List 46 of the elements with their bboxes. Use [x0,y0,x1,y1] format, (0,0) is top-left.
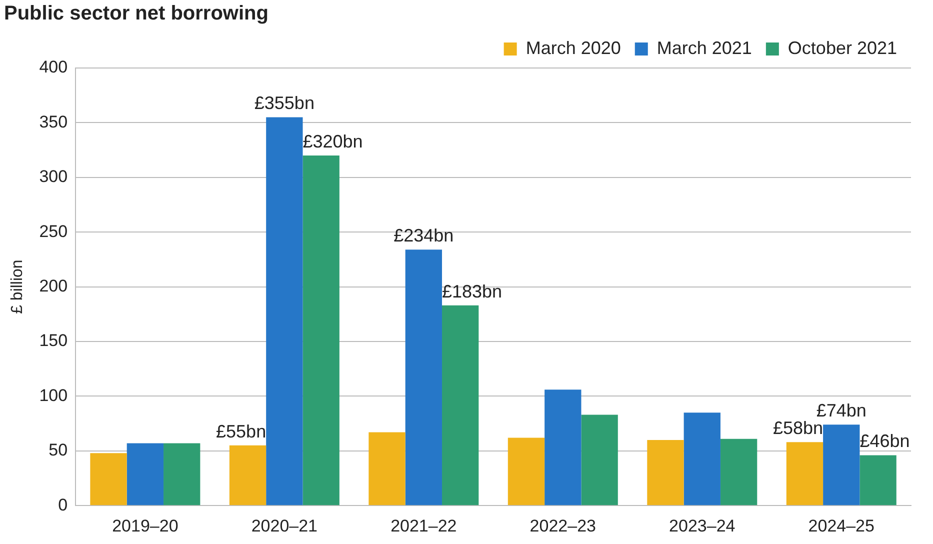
bar [442,305,479,506]
legend-label: October 2021 [788,38,898,58]
data-label: £74bn [816,400,866,421]
y-tick-label: 0 [58,495,68,514]
data-label: £234bn [394,226,454,246]
y-tick-label: 250 [39,222,68,241]
data-label: £355bn [254,93,314,114]
data-label: £183bn [442,281,502,302]
bar [164,443,200,506]
y-tick-label: 100 [39,386,68,405]
bar [508,438,545,506]
x-tick-label: 2022–23 [530,516,596,536]
legend-label: March 2021 [656,38,752,58]
bar [581,414,618,506]
y-tick-label: 300 [39,167,68,186]
y-tick-label: 200 [39,276,68,296]
bar [405,250,442,506]
bar [368,432,406,506]
chart-title: Public sector net borrowing [4,2,268,25]
bar [860,455,896,506]
bar [647,440,684,506]
data-label: £320bn [302,131,363,152]
x-tick-label: 2019–20 [112,516,178,536]
bar [302,156,340,506]
x-tick-label: 2021–22 [390,516,457,536]
bar [126,443,164,506]
data-label: £58bn [772,418,824,438]
bar [544,390,582,506]
y-tick-label: 350 [39,112,68,132]
bar [266,117,303,506]
data-label: £55bn [216,421,266,442]
x-tick-label: 2023–24 [669,516,736,536]
y-axis-title: £ billion [9,260,26,314]
y-tick-label: 400 [39,58,68,77]
bar [786,442,824,506]
bar [823,424,860,506]
x-tick-label: 2024–25 [808,516,874,536]
legend-label: March 2020 [526,38,621,58]
bar [684,412,720,506]
bar [90,453,127,506]
y-tick-label: 150 [39,331,68,350]
bar [720,438,758,506]
x-tick-label: 2020–21 [251,516,318,536]
bar [229,445,266,506]
data-label: £46bn [860,431,910,452]
y-tick-label: 50 [48,440,68,460]
